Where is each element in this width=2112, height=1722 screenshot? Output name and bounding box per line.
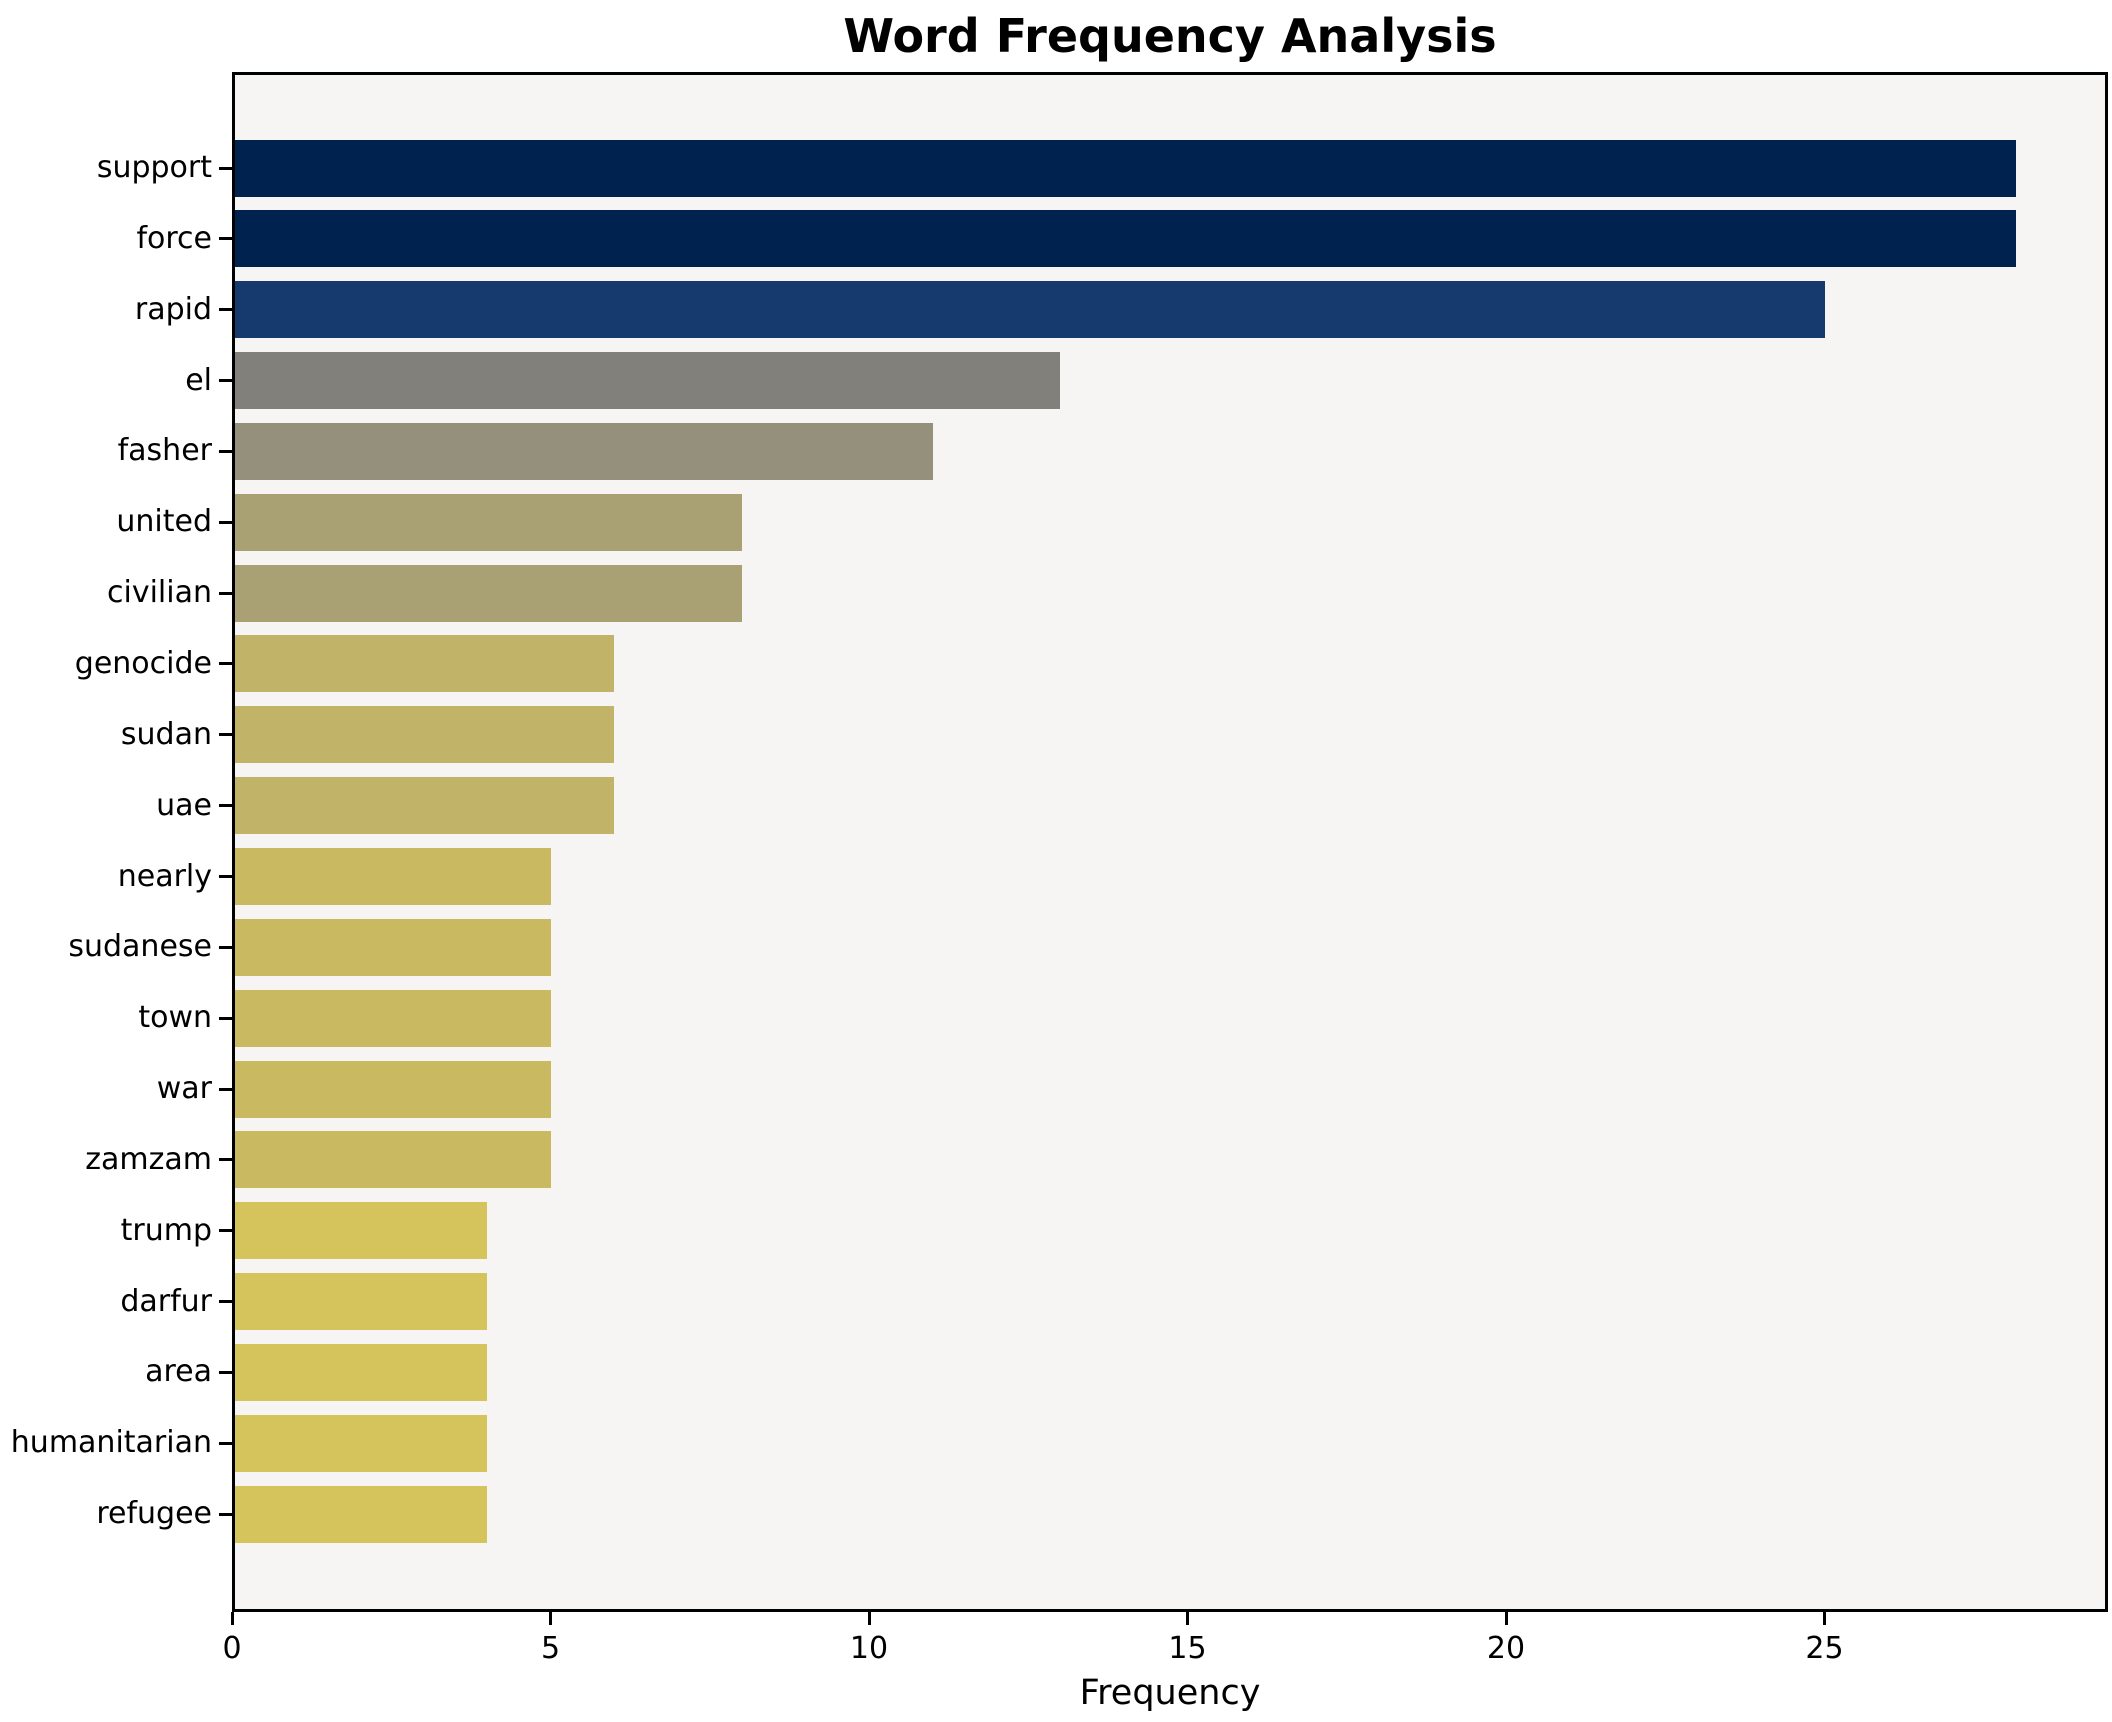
- bar-area: [232, 1343, 487, 1401]
- y-tick-mark: [219, 308, 232, 312]
- y-tick-label-humanitarian: humanitarian: [10, 1425, 212, 1461]
- y-tick-label-war: war: [156, 1071, 212, 1107]
- bar-darfur: [232, 1273, 487, 1331]
- y-tick-mark: [219, 1370, 232, 1374]
- bar-town: [232, 989, 551, 1047]
- bar-support: [232, 139, 2016, 197]
- bar-uae: [232, 777, 615, 835]
- y-tick-mark: [219, 875, 232, 878]
- y-tick-label-area: area: [145, 1354, 212, 1390]
- y-tick-mark: [219, 166, 232, 170]
- x-tick-mark: [549, 1612, 552, 1625]
- x-axis-title: Frequency: [1079, 1673, 1261, 1713]
- x-tick-label-15: 15: [1168, 1631, 1207, 1666]
- y-tick-label-genocide: genocide: [74, 645, 212, 681]
- y-tick-mark: [219, 520, 232, 524]
- y-tick-label-uae: uae: [156, 787, 212, 823]
- y-tick-mark: [219, 1300, 232, 1304]
- plot-area: [232, 72, 2108, 1612]
- x-tick-label-10: 10: [849, 1631, 889, 1666]
- x-tick-label-25: 25: [1805, 1631, 1844, 1666]
- bar-fasher: [232, 422, 933, 480]
- y-tick-label-nearly: nearly: [117, 858, 212, 894]
- bar-humanitarian: [232, 1414, 487, 1472]
- y-tick-mark: [219, 804, 232, 808]
- bar-trump: [232, 1202, 487, 1260]
- y-tick-label-support: support: [96, 150, 212, 185]
- bar-sudan: [232, 706, 615, 764]
- bar-sudanese: [232, 918, 551, 976]
- y-tick-label-united: united: [116, 504, 212, 540]
- x-tick-label-5: 5: [540, 1631, 561, 1666]
- x-tick-mark: [1504, 1612, 1508, 1625]
- bar-rapid: [232, 281, 1825, 339]
- bar-refugee: [232, 1485, 487, 1543]
- y-tick-mark: [219, 1229, 232, 1233]
- y-tick-mark: [219, 1087, 232, 1091]
- bar-civilian: [232, 564, 742, 622]
- bar-zamzam: [232, 1131, 551, 1189]
- y-tick-mark: [219, 1158, 232, 1162]
- x-tick-label-0: 0: [222, 1631, 242, 1666]
- y-tick-label-el: el: [185, 362, 212, 398]
- y-tick-label-fasher: fasher: [117, 433, 212, 469]
- bar-genocide: [232, 635, 615, 693]
- x-tick-mark: [1823, 1612, 1826, 1625]
- y-tick-mark: [219, 662, 232, 666]
- x-tick-mark: [1186, 1612, 1189, 1625]
- y-tick-label-civilian: civilian: [107, 575, 212, 611]
- y-tick-label-refugee: refugee: [96, 1496, 212, 1532]
- y-tick-mark: [219, 1441, 232, 1445]
- y-tick-label-sudan: sudan: [120, 716, 212, 752]
- y-tick-label-sudanese: sudanese: [68, 929, 212, 965]
- y-tick-mark: [219, 1512, 232, 1516]
- y-tick-mark: [219, 449, 232, 453]
- x-tick-mark: [867, 1612, 871, 1625]
- bar-force: [232, 210, 2016, 268]
- y-tick-label-darfur: darfur: [120, 1283, 212, 1319]
- bar-war: [232, 1060, 551, 1118]
- bar-nearly: [232, 848, 551, 905]
- y-tick-mark: [219, 237, 232, 241]
- y-tick-label-trump: trump: [120, 1212, 212, 1248]
- y-tick-mark: [219, 379, 232, 383]
- bar-el: [232, 352, 1061, 410]
- y-tick-label-force: force: [136, 220, 212, 256]
- y-tick-mark: [219, 591, 232, 595]
- y-tick-label-zamzam: zamzam: [85, 1141, 212, 1177]
- y-tick-label-town: town: [138, 1000, 212, 1036]
- y-tick-mark: [219, 1016, 232, 1020]
- chart-title: Word Frequency Analysis: [843, 9, 1497, 63]
- y-tick-mark: [219, 945, 232, 949]
- y-tick-label-rapid: rapid: [134, 291, 212, 327]
- y-tick-mark: [219, 733, 232, 737]
- bar-united: [232, 493, 742, 551]
- x-tick-mark: [230, 1612, 234, 1625]
- x-tick-label-20: 20: [1486, 1631, 1526, 1666]
